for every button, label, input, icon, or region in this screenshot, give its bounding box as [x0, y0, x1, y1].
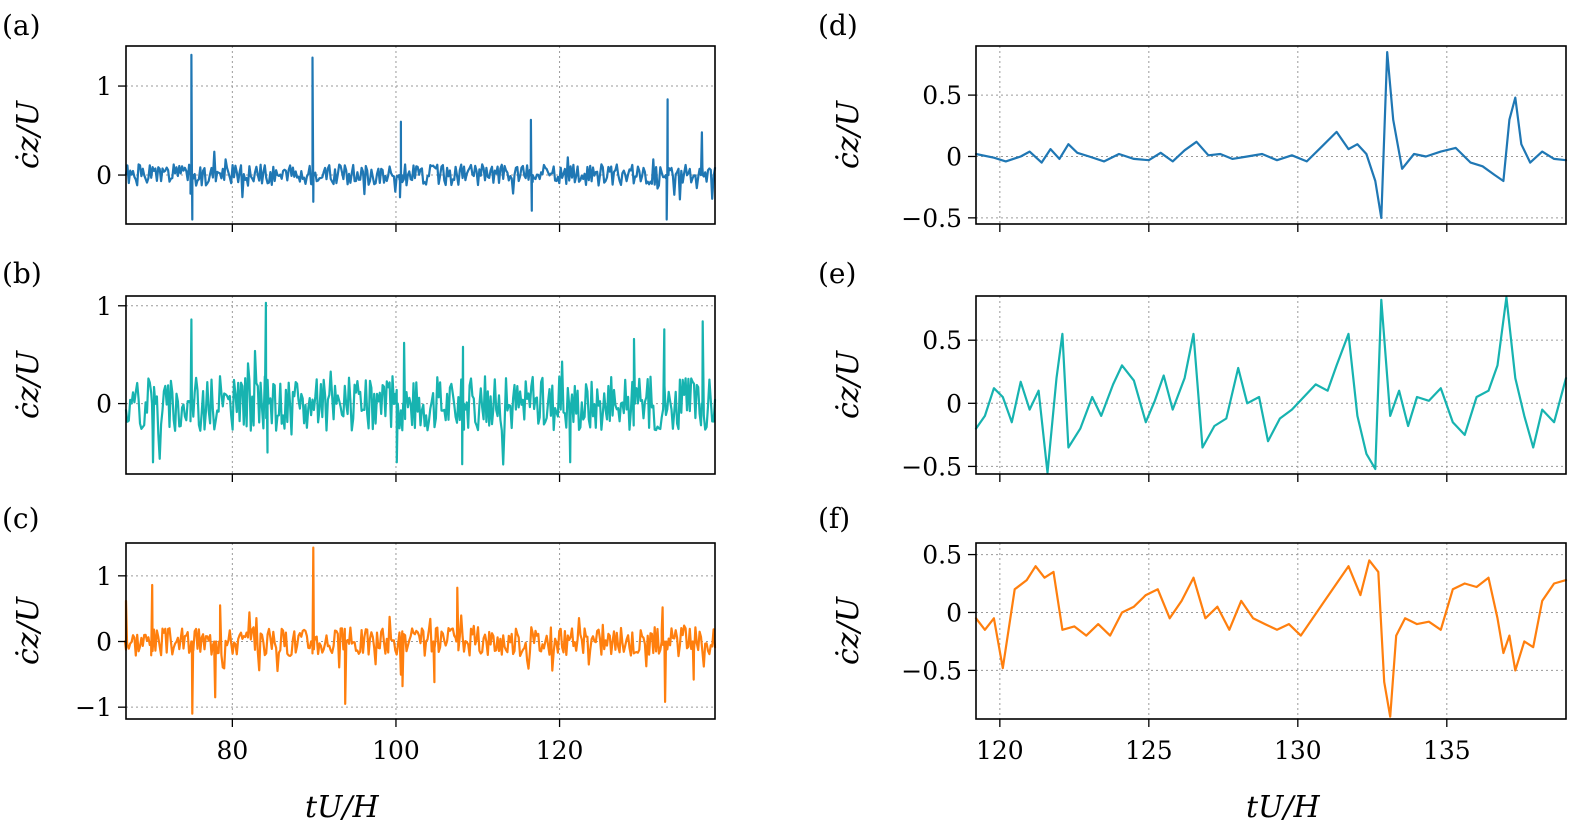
plot-frame — [125, 45, 716, 225]
x-tick-label: 120 — [976, 736, 1024, 765]
y-tick-label: 0 — [946, 598, 962, 627]
x-tick-label: 120 — [536, 736, 584, 765]
y-tick-label: 0.5 — [922, 541, 962, 570]
panel-d: −0.5 0 0.5 (d) ċz/U — [818, 9, 1568, 233]
series-line — [123, 546, 717, 715]
panel-b: 0 1 (b) ċz/U — [2, 257, 717, 482]
series-line — [124, 53, 717, 221]
y-axis-label: ċz/U — [11, 349, 46, 419]
panel-label: (f) — [818, 502, 850, 535]
panel-f: 120 125 130 135 −0.5 0 0.5 (f) ċz/U — [818, 502, 1568, 765]
x-tick-label: 100 — [372, 736, 420, 765]
panel-label: (e) — [818, 257, 856, 290]
x-axis-label-left: tU/H — [305, 790, 379, 825]
y-tick-label: 0 — [946, 389, 962, 418]
y-axis-label: ċz/U — [11, 595, 46, 665]
panel-label: (d) — [818, 9, 858, 42]
x-tick-label: 125 — [1125, 736, 1173, 765]
y-tick-label: 0.5 — [922, 326, 962, 355]
y-axis-label: ċz/U — [831, 595, 866, 665]
panel-c: 80 100 120 −1 0 1 (c) ċz/U — [2, 502, 717, 765]
y-tick-label: 1 — [96, 292, 112, 321]
panel-label: (b) — [2, 257, 42, 290]
plot-frame — [975, 542, 1567, 720]
x-tick-label: 130 — [1274, 736, 1322, 765]
plot-frame — [125, 542, 716, 720]
y-tick-label: 0 — [96, 161, 112, 190]
y-tick-label: −0.5 — [901, 452, 962, 481]
y-tick-label: 0 — [946, 142, 962, 171]
series-line — [974, 559, 1568, 718]
panel-a: 0 1 (a) ċz/U — [2, 9, 717, 232]
y-axis-label: ċz/U — [831, 349, 866, 419]
series-line — [974, 296, 1568, 474]
y-tick-label: 0 — [96, 390, 112, 419]
panel-e: −0.5 0 0.5 (e) ċz/U — [818, 257, 1568, 482]
x-tick-label: 80 — [216, 736, 248, 765]
plot-frame — [125, 295, 716, 475]
y-tick-label: −0.5 — [901, 204, 962, 233]
panel-label: (a) — [2, 9, 41, 42]
x-tick-label: 135 — [1423, 736, 1471, 765]
y-tick-label: −1 — [75, 693, 112, 722]
series-line — [124, 301, 717, 466]
plot-frame — [975, 295, 1567, 475]
y-tick-label: 0.5 — [922, 81, 962, 110]
panel-label: (c) — [2, 502, 40, 535]
y-tick-label: 0 — [96, 628, 112, 657]
y-tick-label: 1 — [96, 72, 112, 101]
y-axis-label: ċz/U — [11, 99, 46, 169]
y-tick-label: 1 — [96, 562, 112, 591]
y-axis-label: ċz/U — [831, 99, 866, 169]
series-line — [974, 51, 1568, 219]
y-tick-label: −0.5 — [901, 656, 962, 685]
plot-frame — [975, 45, 1567, 225]
x-axis-label-right: tU/H — [1246, 790, 1320, 825]
